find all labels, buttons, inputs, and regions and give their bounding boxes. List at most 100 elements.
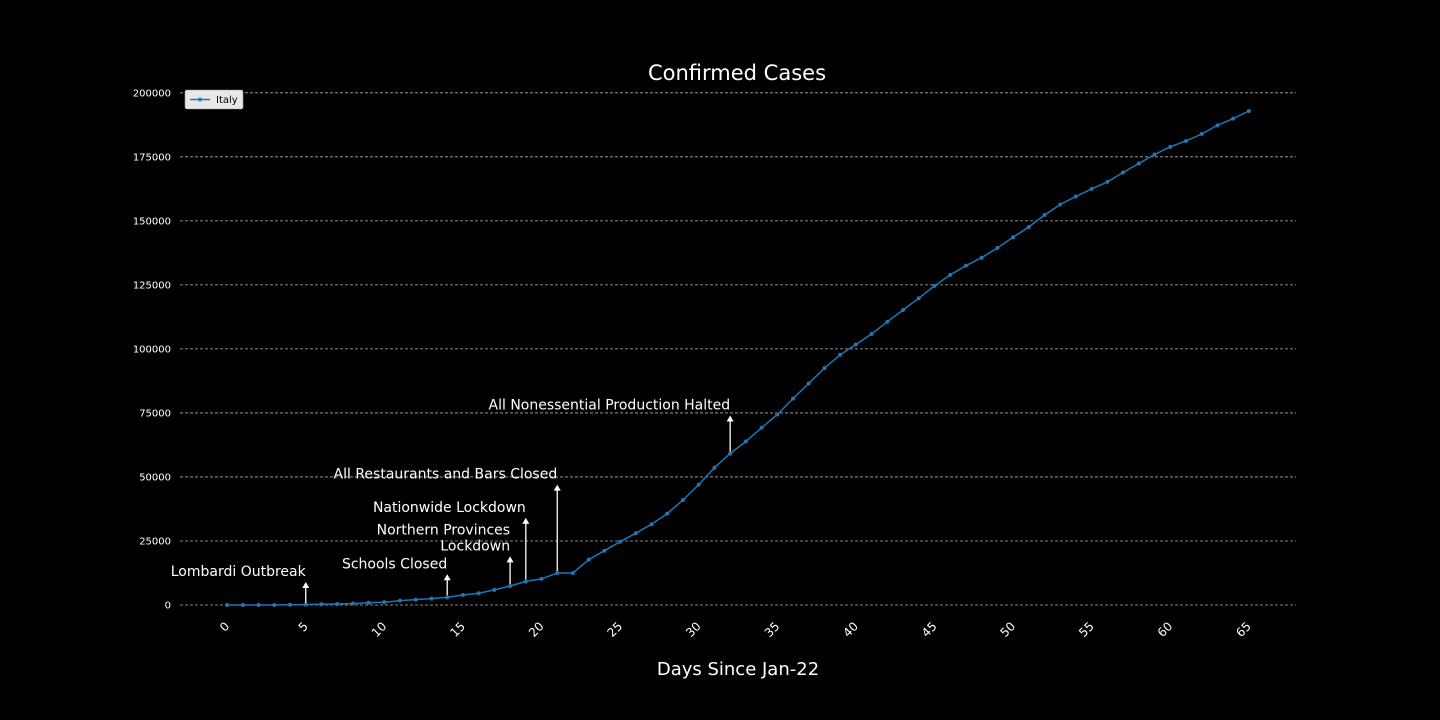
- x-tick-label: 35: [762, 619, 783, 640]
- data-point: [618, 539, 623, 544]
- data-point: [350, 601, 355, 606]
- x-tick-label: 15: [447, 619, 468, 640]
- x-tick-label: 55: [1076, 619, 1097, 640]
- data-point: [523, 579, 528, 584]
- data-point: [806, 381, 811, 386]
- y-axis: 0 25000 50000 75000 100000 125000 150000 175000…: [133, 88, 171, 611]
- data-point: [979, 255, 984, 260]
- data-point: [885, 319, 890, 324]
- y-tick-label: 0: [165, 601, 171, 612]
- grid: [180, 92, 1296, 606]
- chart-title: Confirmed Cases: [648, 61, 826, 85]
- data-point: [602, 548, 607, 553]
- data-point: [288, 602, 293, 607]
- x-tick-label: 0: [217, 619, 232, 634]
- data-point: [539, 576, 544, 581]
- annotation-label: Lockdown: [440, 538, 510, 554]
- x-tick-label: 25: [605, 619, 626, 640]
- data-point: [1042, 212, 1047, 217]
- data-point: [1026, 224, 1031, 229]
- y-tick-label: 200000: [133, 88, 171, 99]
- data-point: [1089, 186, 1094, 191]
- annotation-arrow-head: [506, 556, 514, 563]
- y-tick-label: 25000: [139, 536, 171, 547]
- data-point: [382, 600, 387, 605]
- data-point: [791, 396, 796, 401]
- x-tick-label: 45: [919, 619, 940, 640]
- data-point: [272, 603, 277, 607]
- data-point: [303, 602, 308, 607]
- data-point: [948, 272, 953, 277]
- data-point: [963, 263, 968, 268]
- data-point: [712, 465, 717, 470]
- data-point: [1011, 235, 1016, 240]
- data-point: [492, 587, 497, 592]
- data-point: [1183, 138, 1188, 143]
- data-point: [508, 584, 513, 589]
- data-point: [649, 522, 654, 527]
- data-point: [743, 439, 748, 444]
- annotation-label: Northern Provinces: [377, 522, 510, 538]
- annotation-arrow-head: [522, 517, 530, 524]
- y-tick-label: 100000: [133, 344, 171, 355]
- annotation-arrow-head: [553, 484, 561, 491]
- x-tick-label: 5: [296, 619, 311, 634]
- x-tick-label: 30: [683, 619, 704, 640]
- x-tick-label: 10: [369, 619, 390, 640]
- series-line: [227, 110, 1250, 606]
- x-axis: 0 5 10 15 20 25 30 35 40 45 50 55 60 65: [217, 619, 1254, 640]
- annotation-label: All Nonessential Production Halted: [489, 397, 731, 413]
- data-point: [728, 451, 733, 456]
- data-point: [555, 570, 560, 575]
- series-group: [225, 108, 1251, 607]
- data-point: [633, 531, 638, 536]
- data-point: [995, 245, 1000, 250]
- data-point: [225, 603, 230, 607]
- data-point: [398, 598, 403, 603]
- data-point: [1152, 152, 1157, 157]
- x-tick-label: 40: [840, 619, 861, 640]
- data-point: [775, 412, 780, 417]
- x-tick-label: 60: [1155, 619, 1176, 640]
- annotation-label: Nationwide Lockdown: [373, 500, 526, 516]
- data-point: [445, 595, 450, 600]
- data-point: [1246, 108, 1251, 113]
- data-point: [838, 352, 843, 357]
- y-tick-label: 175000: [133, 152, 171, 163]
- data-point: [570, 570, 575, 575]
- legend-label: Italy: [216, 95, 238, 106]
- data-point: [869, 332, 874, 337]
- data-point: [586, 557, 591, 562]
- data-point: [319, 602, 324, 607]
- annotation-arrow-head: [302, 581, 310, 588]
- data-point: [822, 366, 827, 371]
- data-point: [759, 425, 764, 430]
- data-point: [1121, 170, 1126, 175]
- data-point: [460, 593, 465, 598]
- data-point: [1073, 194, 1078, 199]
- data-point: [665, 511, 670, 516]
- annotation-arrow-head: [726, 415, 734, 422]
- data-point: [916, 296, 921, 301]
- data-point: [932, 283, 937, 288]
- data-point: [335, 601, 340, 606]
- data-point: [476, 591, 481, 596]
- annotations: Lombardi Outbreak Schools Closed Northern …: [171, 397, 734, 603]
- legend: Italy: [184, 89, 244, 110]
- data-point: [256, 603, 261, 607]
- data-point: [853, 342, 858, 347]
- data-point: [1105, 179, 1110, 184]
- data-point: [1215, 123, 1220, 128]
- data-point: [413, 597, 418, 602]
- y-tick-label: 50000: [139, 472, 171, 483]
- data-point: [696, 482, 701, 487]
- annotation-label: Lombardi Outbreak: [171, 564, 307, 580]
- data-point: [901, 307, 906, 312]
- x-tick-label: 65: [1233, 619, 1254, 640]
- data-point: [680, 497, 685, 502]
- data-point: [1058, 202, 1063, 207]
- legend-box: [184, 89, 244, 110]
- x-tick-label: 50: [997, 619, 1018, 640]
- annotation-label: All Restaurants and Bars Closed: [334, 467, 558, 483]
- x-tick-label: 20: [526, 619, 547, 640]
